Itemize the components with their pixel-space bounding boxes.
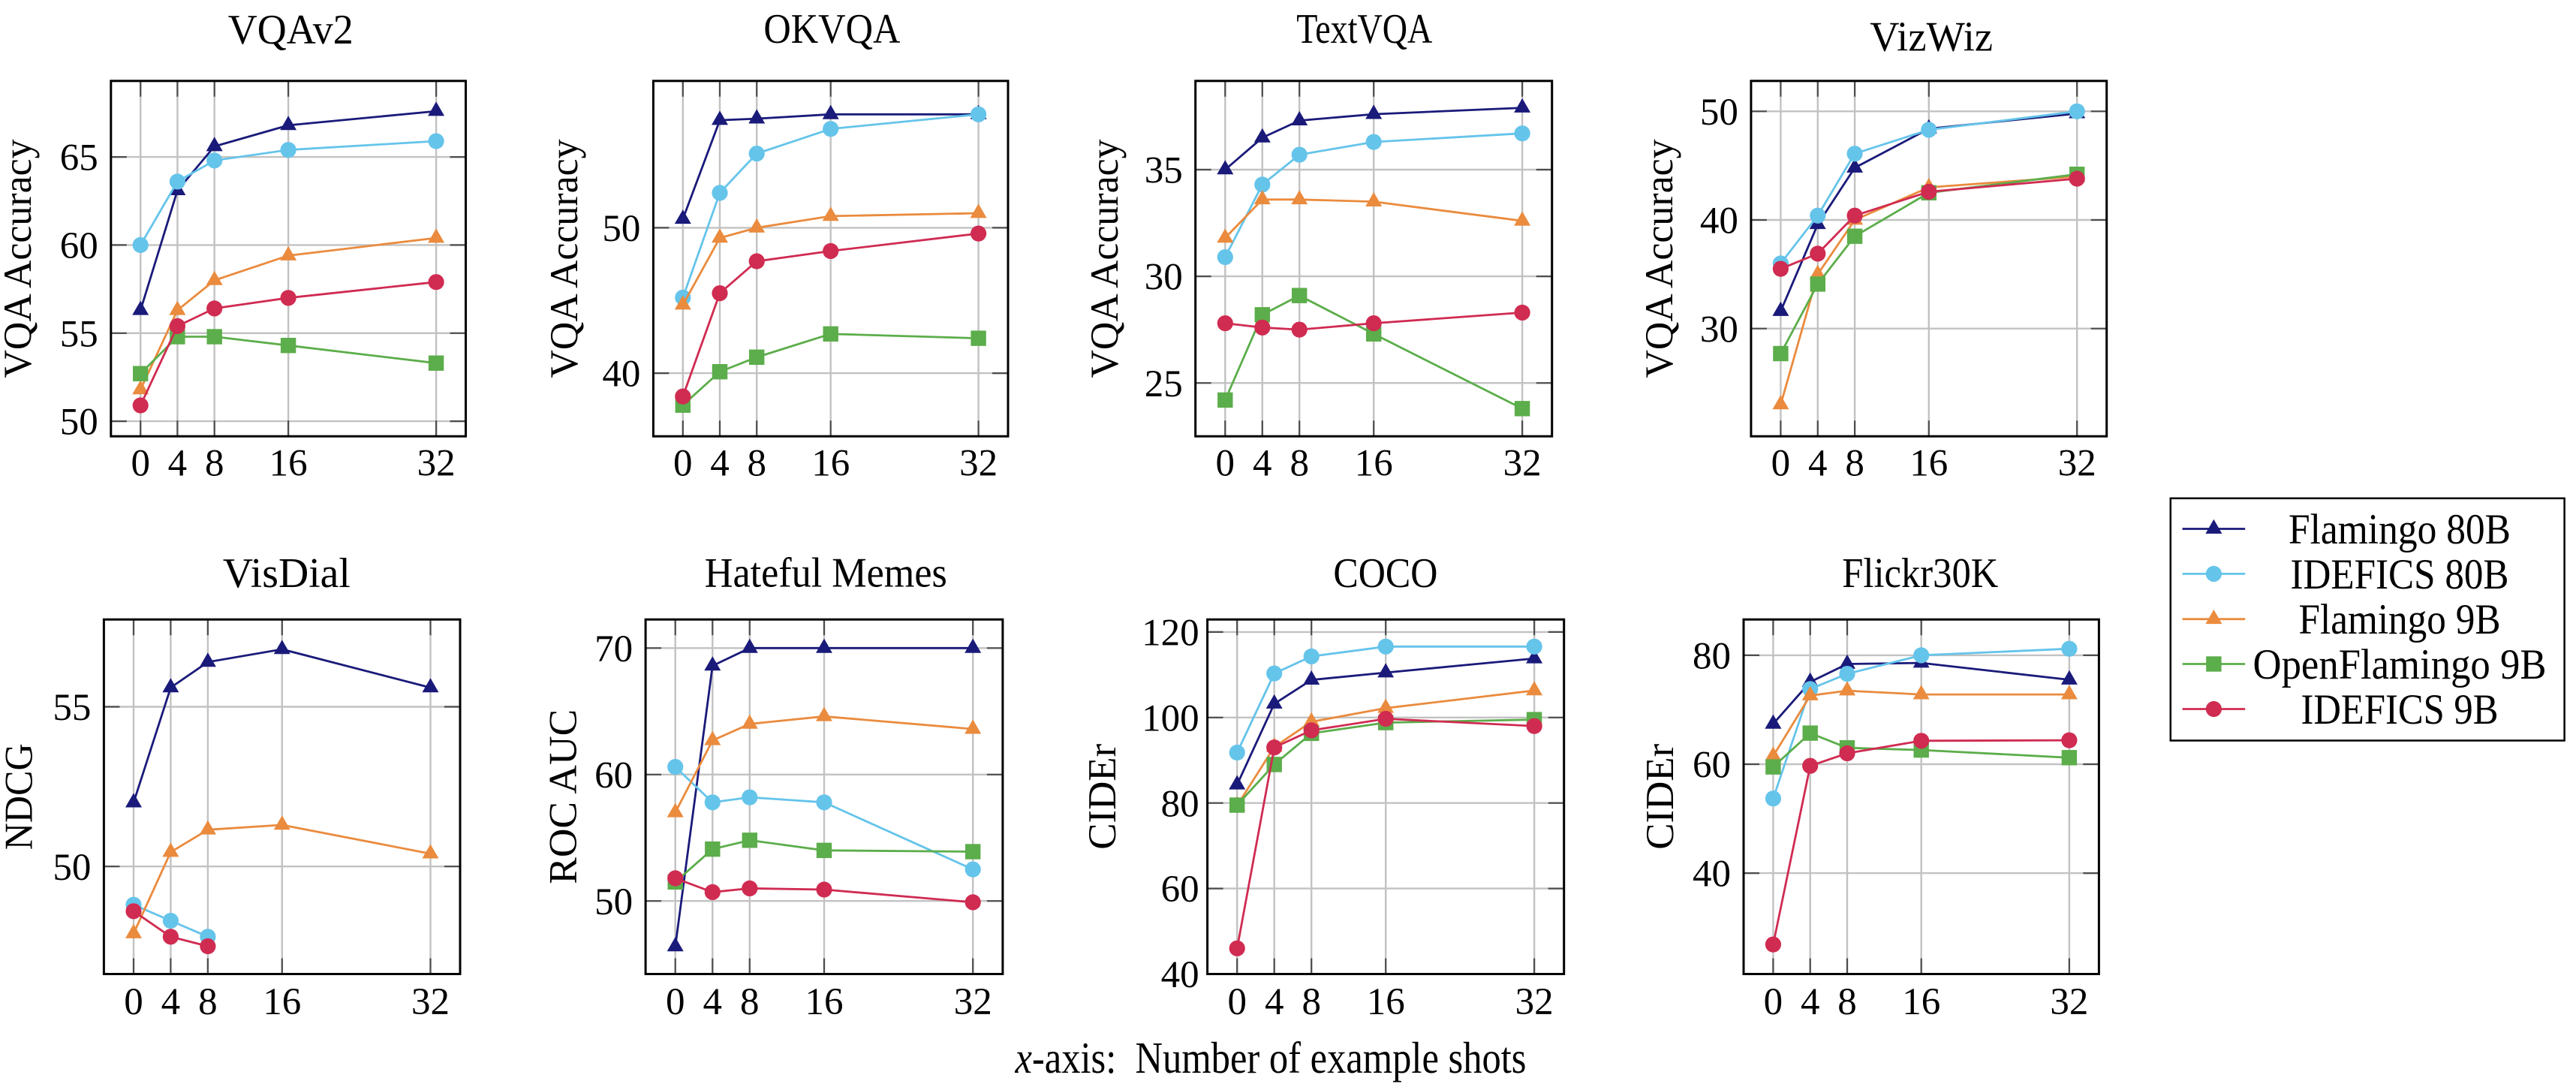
- svg-text:VQA Accuracy: VQA Accuracy: [1083, 139, 1127, 378]
- svg-text:0: 0: [1216, 442, 1235, 484]
- svg-text:32: 32: [1503, 442, 1542, 484]
- svg-text:x-axis: Number of example sho: x-axis: Number of example shots: [1015, 1033, 1527, 1082]
- svg-text:60: 60: [1693, 745, 1731, 787]
- svg-text:70: 70: [594, 628, 633, 670]
- svg-text:55: 55: [53, 687, 91, 729]
- svg-text:80: 80: [1693, 636, 1731, 678]
- svg-text:8: 8: [747, 442, 766, 484]
- svg-text:16: 16: [263, 981, 301, 1023]
- svg-text:32: 32: [954, 981, 992, 1023]
- svg-text:VQA Accuracy: VQA Accuracy: [543, 139, 586, 378]
- svg-text:CIDEr: CIDEr: [1081, 743, 1124, 849]
- svg-text:55: 55: [60, 313, 98, 355]
- svg-text:ROC AUC: ROC AUC: [542, 709, 585, 884]
- svg-text:30: 30: [1145, 257, 1183, 299]
- svg-text:4: 4: [1265, 981, 1284, 1023]
- svg-text:4: 4: [168, 442, 188, 484]
- svg-text:8: 8: [1290, 442, 1309, 484]
- svg-text:VQA Accuracy: VQA Accuracy: [1638, 139, 1681, 378]
- svg-text:0: 0: [1764, 981, 1783, 1023]
- svg-text:4: 4: [1801, 981, 1820, 1023]
- svg-text:40: 40: [602, 354, 640, 396]
- svg-text:4: 4: [703, 981, 723, 1023]
- svg-text:8: 8: [205, 442, 224, 484]
- svg-text:80: 80: [1161, 783, 1199, 825]
- svg-text:Hateful Memes: Hateful Memes: [705, 550, 947, 597]
- svg-text:0: 0: [1227, 981, 1247, 1023]
- svg-text:32: 32: [411, 981, 450, 1023]
- svg-text:30: 30: [1700, 309, 1738, 351]
- svg-text:8: 8: [740, 981, 760, 1023]
- svg-text:100: 100: [1142, 697, 1199, 739]
- svg-text:60: 60: [60, 225, 98, 267]
- svg-text:COCO: COCO: [1333, 550, 1437, 597]
- svg-text:TextVQA: TextVQA: [1296, 6, 1432, 53]
- svg-text:65: 65: [60, 137, 98, 179]
- svg-text:8: 8: [1302, 981, 1321, 1023]
- svg-text:40: 40: [1161, 954, 1199, 996]
- svg-text:8: 8: [1845, 442, 1864, 484]
- svg-text:0: 0: [124, 981, 143, 1023]
- svg-text:0: 0: [1771, 442, 1791, 484]
- svg-text:4: 4: [710, 442, 730, 484]
- svg-text:Flamingo 80B: Flamingo 80B: [2289, 506, 2511, 553]
- svg-text:32: 32: [1515, 981, 1554, 1023]
- svg-text:50: 50: [602, 208, 640, 250]
- svg-text:32: 32: [2050, 981, 2088, 1023]
- svg-text:50: 50: [1700, 92, 1738, 134]
- svg-text:Flamingo 9B: Flamingo 9B: [2299, 596, 2501, 643]
- svg-text:50: 50: [594, 881, 633, 923]
- svg-text:8: 8: [1837, 981, 1857, 1023]
- svg-text:60: 60: [1161, 869, 1199, 911]
- svg-text:16: 16: [1909, 442, 1948, 484]
- svg-text:VizWiz: VizWiz: [1870, 14, 1993, 61]
- svg-text:50: 50: [53, 847, 91, 889]
- svg-text:16: 16: [1902, 981, 1940, 1023]
- svg-text:CIDEr: CIDEr: [1639, 743, 1682, 849]
- svg-text:16: 16: [805, 981, 844, 1023]
- svg-text:40: 40: [1700, 200, 1738, 242]
- svg-text:VisDial: VisDial: [223, 550, 351, 597]
- svg-text:IDEFICS 9B: IDEFICS 9B: [2301, 686, 2499, 733]
- svg-text:0: 0: [131, 442, 150, 484]
- svg-text:32: 32: [959, 442, 998, 484]
- svg-text:0: 0: [666, 981, 685, 1023]
- svg-text:60: 60: [594, 754, 633, 796]
- svg-text:32: 32: [417, 442, 456, 484]
- svg-text:35: 35: [1145, 150, 1183, 192]
- svg-text:16: 16: [1355, 442, 1393, 484]
- svg-text:VQA Accuracy: VQA Accuracy: [0, 139, 40, 378]
- svg-text:IDEFICS 80B: IDEFICS 80B: [2291, 551, 2509, 598]
- svg-text:120: 120: [1142, 613, 1199, 655]
- svg-text:Flickr30K: Flickr30K: [1842, 550, 1998, 597]
- svg-text:4: 4: [161, 981, 181, 1023]
- svg-text:OKVQA: OKVQA: [763, 6, 900, 53]
- svg-text:40: 40: [1693, 854, 1731, 896]
- svg-text:4: 4: [1253, 442, 1272, 484]
- svg-text:NDCG: NDCG: [0, 743, 41, 850]
- svg-text:16: 16: [811, 442, 850, 484]
- svg-text:25: 25: [1145, 363, 1183, 405]
- svg-text:OpenFlamingo 9B: OpenFlamingo 9B: [2253, 641, 2547, 688]
- svg-text:8: 8: [198, 981, 218, 1023]
- svg-text:32: 32: [2058, 442, 2096, 484]
- svg-text:16: 16: [269, 442, 308, 484]
- svg-text:VQAv2: VQAv2: [228, 7, 354, 53]
- svg-text:16: 16: [1367, 981, 1405, 1023]
- svg-text:50: 50: [60, 402, 98, 444]
- svg-text:4: 4: [1808, 442, 1828, 484]
- svg-text:0: 0: [673, 442, 693, 484]
